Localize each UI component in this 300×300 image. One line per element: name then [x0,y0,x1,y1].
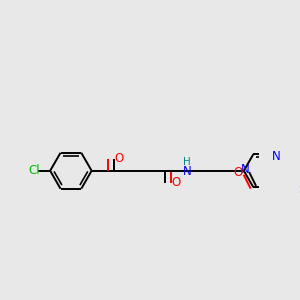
Text: O: O [115,152,124,165]
Text: O: O [233,166,242,179]
Text: H: H [183,157,190,167]
Text: O: O [172,176,181,189]
Text: N: N [241,164,250,176]
Text: N: N [272,150,280,164]
Text: N: N [182,165,191,178]
Text: S: S [298,183,300,196]
Text: Cl: Cl [29,164,40,177]
